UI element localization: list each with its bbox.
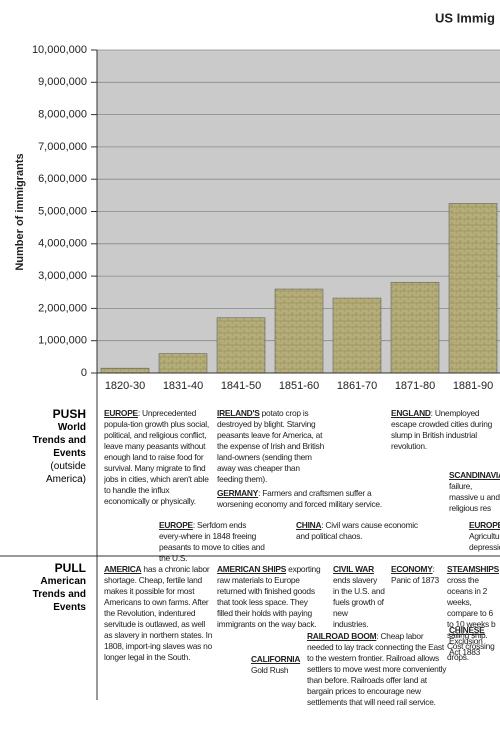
y-tick-label: 8,000,000 <box>38 109 87 121</box>
x-tick-label: 1831-40 <box>163 380 203 392</box>
text-block: AMERICA has a chronic labor shortage. Ch… <box>104 564 214 663</box>
heading: PULL <box>54 561 86 575</box>
x-tick-label: 1861-70 <box>337 380 377 392</box>
text-block: GERMANY: Farmers and craftsmen suffer a … <box>217 488 387 510</box>
pull-heading: PULL American Trends and Events <box>24 562 86 614</box>
block-text: potato crop is destroyed by blight. Star… <box>217 408 324 484</box>
block-text: failure, massive u and religious res <box>449 481 500 513</box>
y-tick-label: 9,000,000 <box>38 76 87 88</box>
block-lead: EUROPE <box>159 520 193 530</box>
y-axis-label: Number of immigrants <box>14 153 26 270</box>
text-block: EUROPE: Serfdom ends every-where in 1848… <box>159 520 269 564</box>
bar <box>158 353 208 374</box>
block-text: Exclusion Act 1883 <box>449 636 483 657</box>
block-text: : Civil wars cause economic and politica… <box>296 520 418 541</box>
subheading: American Trends and Events <box>32 576 86 613</box>
x-tick-label: 1841-50 <box>221 380 261 392</box>
subheading: World Trends and Events <box>32 422 86 459</box>
text-block: EUROPE: Unprecedented popula-tion growth… <box>104 408 214 507</box>
block-text: : Unemployed escape crowded cities durin… <box>391 408 493 451</box>
x-tick-label: 1881-90 <box>453 380 493 392</box>
block-text: : Panic of 1873 <box>391 564 439 585</box>
block-lead: AMERICAN SHIPS <box>217 564 287 574</box>
block-text: : Serfdom ends every-where in 1848 freei… <box>159 520 265 563</box>
text-block: ECONOMY: Panic of 1873 <box>391 564 446 586</box>
text-block: SCANDINAVIA failure, massive u and religi… <box>449 470 500 514</box>
block-text: ends slavery in the U.S. and fuels growt… <box>333 575 385 629</box>
bar <box>448 203 498 374</box>
y-tick-label: 1,000,000 <box>38 335 87 347</box>
block-text: : Agricultura depression <box>469 531 500 552</box>
y-tick-label: 6,000,000 <box>38 173 87 185</box>
block-text: : Unprecedented popula-tion growth plus … <box>104 408 209 506</box>
chart-title: US Immig <box>435 10 495 25</box>
block-lead: IRELAND'S <box>217 408 260 418</box>
block-lead: SCANDINAVIA <box>449 470 500 480</box>
block-text: : Cheap labor needed to lay track connec… <box>307 631 447 707</box>
push-heading: PUSH World Trends and Events (outside Am… <box>24 408 86 486</box>
heading: PUSH <box>52 407 86 421</box>
block-lead: ECONOMY <box>391 564 433 574</box>
text-block: CALIFORNIA Gold Rush <box>251 654 311 676</box>
block-text: : Farmers and craftsmen suffer a worseni… <box>217 488 382 509</box>
text-block: CHINA: Civil wars cause economic and pol… <box>296 520 421 542</box>
block-lead: STEAMSHIPS <box>447 564 499 574</box>
text-block: RAILROAD BOOM: Cheap labor needed to lay… <box>307 631 449 708</box>
text-block: AMERICAN SHIPS exporting raw materials t… <box>217 564 325 630</box>
y-tick-label: 10,000,000 <box>32 44 87 56</box>
y-tick-label: 2,000,000 <box>38 302 87 314</box>
x-tick-label: 1851-60 <box>279 380 319 392</box>
block-lead: EUROPE <box>469 520 500 530</box>
text-block: IRELAND'S potato crop is destroyed by bl… <box>217 408 327 485</box>
block-text: cross the oceans in 2 weeks, compare to … <box>447 575 496 662</box>
bar <box>390 281 440 374</box>
bar <box>274 288 324 374</box>
block-text: Gold Rush <box>251 665 289 675</box>
text-block: CIVIL WAR ends slavery in the U.S. and f… <box>333 564 385 630</box>
block-lead: ENGLAND <box>391 408 431 418</box>
block-lead: EUROPE <box>104 408 138 418</box>
block-text: exporting raw materials to Europe return… <box>217 564 321 629</box>
block-lead: GERMANY <box>217 488 259 498</box>
x-tick-label: 1820-30 <box>105 380 145 392</box>
y-tick-label: 7,000,000 <box>38 141 87 153</box>
bar <box>216 317 266 374</box>
block-lead: AMERICA <box>104 564 142 574</box>
text-block: EUROPE: Agricultura depression <box>469 520 500 553</box>
bar <box>332 297 382 374</box>
y-tick-label: 0 <box>81 367 87 379</box>
note: (outside America) <box>45 461 86 485</box>
block-lead: CHINESE <box>449 625 485 635</box>
y-tick-label: 5,000,000 <box>38 205 87 217</box>
y-tick-label: 4,000,000 <box>38 238 87 250</box>
block-lead: CHINA <box>296 520 322 530</box>
x-tick-label: 1871-80 <box>395 380 435 392</box>
block-text: has a chronic labor shortage. Cheap, fer… <box>104 564 213 662</box>
block-lead: CIVIL WAR <box>333 564 374 574</box>
bar <box>100 367 150 374</box>
y-tick-label: 3,000,000 <box>38 270 87 282</box>
block-lead: RAILROAD BOOM <box>307 631 377 641</box>
block-lead: CALIFORNIA <box>251 654 301 664</box>
text-block: STEAMSHIPS cross the oceans in 2 weeks, c… <box>447 564 500 663</box>
text-block: CHINESE Exclusion Act 1883 <box>449 625 494 658</box>
text-block: ENGLAND: Unemployed escape crowded citie… <box>391 408 500 452</box>
